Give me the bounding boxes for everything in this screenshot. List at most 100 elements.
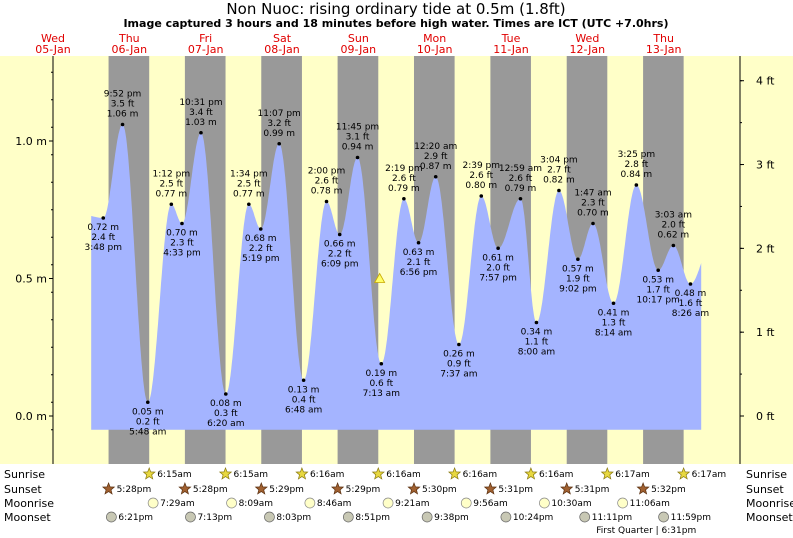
moonset-disc-icon: [264, 511, 275, 523]
tide-label: 2:19 pm: [385, 164, 423, 174]
tide-label: 2.9 ft: [424, 152, 448, 162]
tide-label: 11:45 pm: [336, 123, 379, 133]
tide-label: 0.2 ft: [136, 417, 160, 427]
tide-point: [199, 130, 203, 135]
tide-label: 12:59 am: [499, 164, 542, 174]
sunrise-time: 6:16am: [386, 470, 421, 480]
sunrise-star-icon: [371, 467, 385, 480]
tide-label: 10:17 pm: [637, 295, 680, 305]
day-of-week: Mon: [423, 32, 446, 45]
sunrise-star-icon: [676, 467, 691, 480]
tide-point: [671, 243, 676, 248]
sunrise-time: 6:16am: [463, 470, 498, 480]
day-of-week: Wed: [575, 32, 599, 45]
day-of-week: Sun: [348, 32, 369, 45]
right-axis-label: 2 ft: [756, 242, 775, 255]
right-axis-label: 4 ft: [756, 75, 775, 88]
tide-label: 2.0 ft: [486, 263, 510, 273]
moonset-disc-icon: [579, 511, 591, 523]
tide-label: 0.05 m: [132, 407, 164, 417]
moonset-time: 8:03pm: [276, 513, 311, 523]
tide-label: 2:39 pm: [462, 161, 500, 171]
tide-label: 1:47 am: [574, 189, 611, 199]
tide-label: 0.70 m: [577, 209, 609, 219]
moonset-time: 7:13pm: [197, 513, 232, 523]
moonrise-time: 8:46am: [317, 499, 352, 509]
tide-point: [379, 361, 384, 366]
moonset-disc-icon: [106, 511, 117, 523]
tide-label: 6:09 pm: [321, 260, 359, 270]
day-date: 10-Jan: [417, 43, 453, 56]
tide-label: 3.5 ft: [111, 100, 135, 110]
tide-label: 6:48 am: [285, 405, 322, 415]
tide-label: 2.3 ft: [170, 239, 194, 249]
tide-point: [576, 257, 580, 262]
moonset-time: 11:11pm: [592, 513, 632, 523]
moonrise-time: 11:06am: [630, 499, 670, 509]
tide-label: 0.9 ft: [447, 360, 471, 370]
tide-label: 0.57 m: [562, 264, 594, 274]
tide-label: 1:34 pm: [230, 169, 268, 179]
tide-label: 1.3 ft: [602, 318, 626, 328]
tide-label: 1.06 m: [107, 110, 139, 120]
tide-label: 0.13 m: [288, 385, 320, 395]
tide-label: 1:12 pm: [153, 169, 191, 179]
moonrise-header-left: Moonrise: [4, 497, 54, 510]
sunset-time: 5:28pm: [117, 485, 152, 495]
tide-point: [634, 183, 639, 187]
tide-point: [688, 282, 693, 286]
tide-label: 3:25 pm: [618, 150, 656, 160]
tide-label: 0.99 m: [263, 129, 295, 139]
tide-label: 0.77 m: [233, 189, 265, 199]
sunset-time: 5:29pm: [346, 485, 381, 495]
right-axis-label: 3 ft: [756, 159, 775, 172]
tide-label: 0.53 m: [642, 275, 674, 285]
right-axis-panel: [740, 56, 793, 464]
sunrise-star-icon: [218, 467, 233, 480]
moonrise-disc-icon: [539, 497, 550, 509]
tide-label: 2.5 ft: [159, 179, 183, 189]
day-of-week: Wed: [41, 32, 65, 45]
tide-label: 0.3 ft: [214, 409, 238, 419]
tide-label: 1.1 ft: [525, 338, 549, 348]
moonrise-time: 9:21am: [395, 499, 430, 509]
sunset-time: 5:30pm: [422, 485, 457, 495]
tide-label: 0.94 m: [342, 143, 374, 153]
tide-point: [656, 268, 660, 273]
tide-point: [169, 202, 174, 207]
sunset-time: 5:31pm: [498, 485, 533, 495]
tide-label: 0.19 m: [365, 369, 397, 379]
moonset-disc-icon: [421, 511, 433, 523]
tide-label: 0.72 m: [87, 223, 119, 233]
tide-label: 3.2 ft: [267, 119, 291, 129]
tide-label: 0.87 m: [420, 162, 452, 172]
tide-label: 5:48 am: [129, 427, 166, 437]
day-date: 05-Jan: [35, 43, 71, 56]
tide-label: 0.77 m: [155, 189, 187, 199]
day-date: 08-Jan: [264, 43, 300, 56]
tide-label: 2.3 ft: [581, 199, 605, 209]
moonrise-disc-icon: [226, 497, 237, 509]
sunrise-header-left: Sunrise: [4, 468, 45, 481]
tide-label: 7:37 am: [440, 370, 477, 380]
sunrise-time: 6:16am: [310, 470, 345, 480]
tide-label: 10:31 pm: [179, 98, 222, 108]
moonset-time: 10:24pm: [513, 513, 553, 523]
day-labels: Wed05-JanThu06-JanFri07-JanSat08-JanSun0…: [35, 32, 681, 56]
axes: 0.0 m 0.5 m 1.0 m 0 ft 1 ft 2 ft 3 ft 4 ft: [15, 56, 775, 464]
tide-point: [355, 155, 360, 160]
moonset-time: 9:38pm: [434, 513, 469, 523]
tide-label: 2.1 ft: [407, 258, 431, 268]
moonset-disc-icon: [500, 511, 512, 523]
moonrise-disc-icon: [147, 497, 159, 509]
tide-label: 7:13 am: [363, 389, 400, 399]
tide-label: 2.6 ft: [392, 174, 416, 184]
tide-label: 1.7 ft: [646, 285, 670, 295]
sunset-star-icon: [178, 482, 192, 495]
tide-point: [180, 221, 184, 226]
tide-label: 1.03 m: [185, 118, 217, 128]
tide-point: [611, 301, 616, 306]
sunset-time: 5:31pm: [575, 485, 610, 495]
sunset-header-right: Sunset: [746, 483, 784, 496]
sunset-star-icon: [483, 482, 498, 495]
